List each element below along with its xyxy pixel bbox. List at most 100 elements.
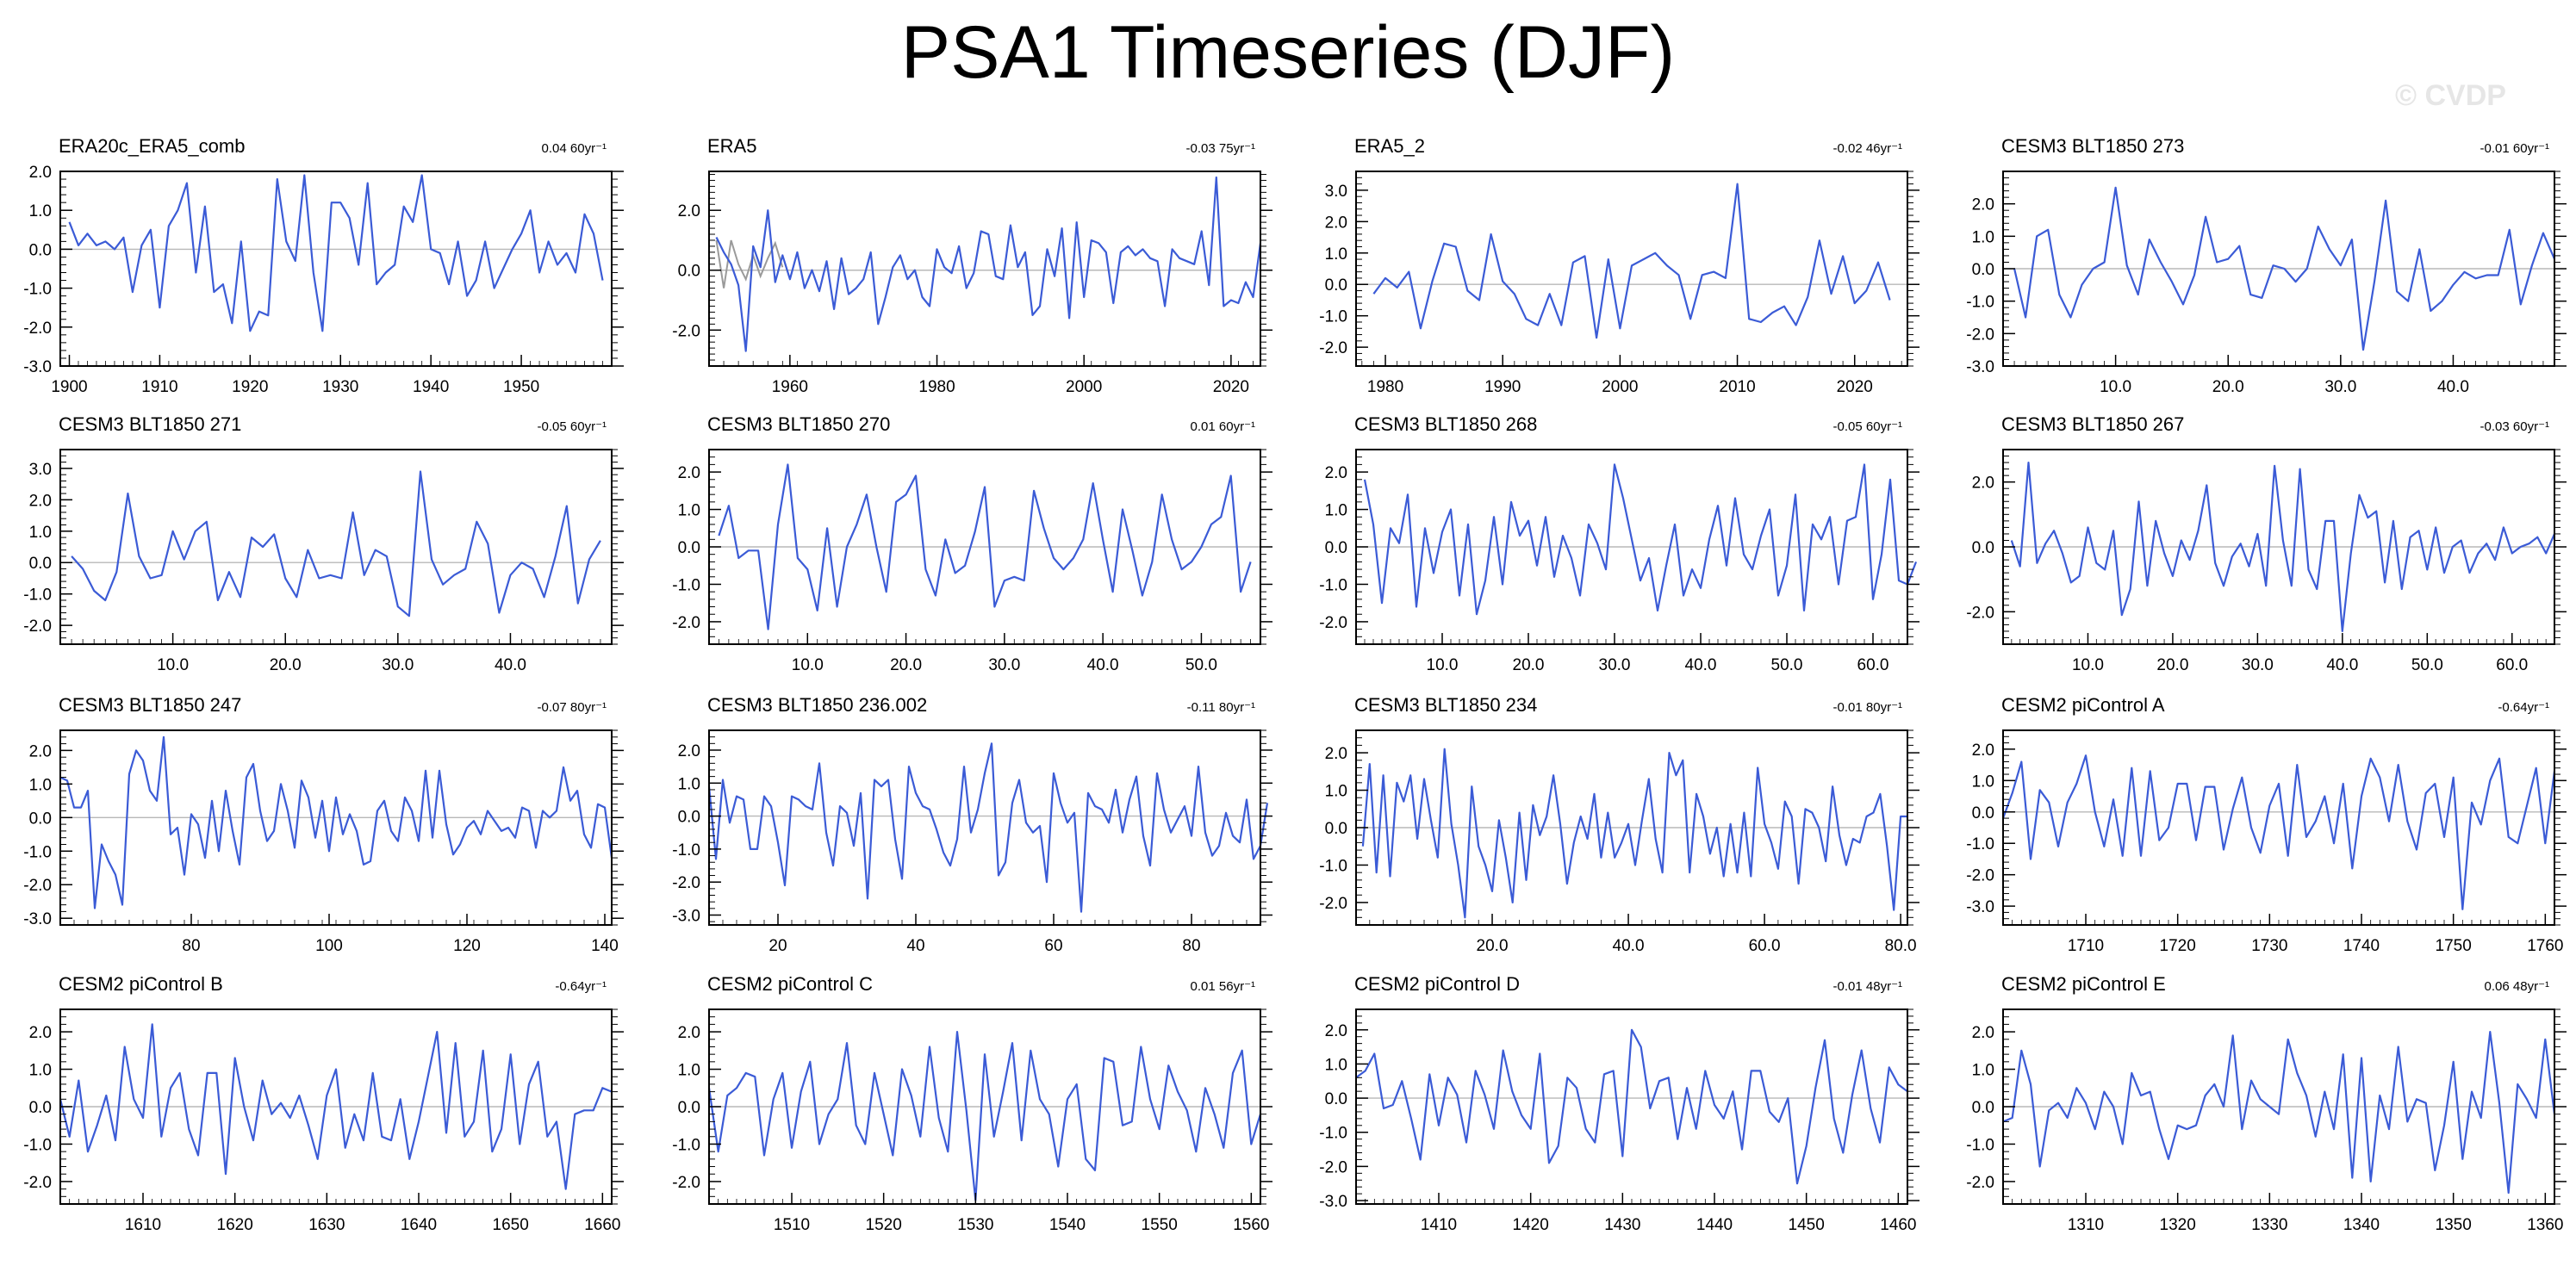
y-tick-label: 1.0 (1972, 773, 1994, 791)
y-tick-label: 0.0 (678, 539, 700, 557)
x-tick-label: 1980 (918, 378, 955, 396)
chart-panel-11: -2.0 -1.0 0.0 1.0 2.0 20.0 40.0 60.0 80.0 CESM3 B… (1319, 694, 1920, 955)
trend-label: -0.03 60yr⁻¹ (2480, 419, 2549, 434)
series-line (2013, 186, 2556, 351)
x-tick-label: 10.0 (2100, 378, 2131, 396)
series-line (2002, 1030, 2556, 1195)
x-tick-label: 40.0 (2326, 656, 2358, 674)
series-line (59, 1023, 613, 1190)
x-tick-label: 1630 (308, 1216, 345, 1234)
x-tick-label: 30.0 (382, 656, 414, 674)
y-tick-label: 1.0 (678, 775, 700, 793)
x-tick-label: 1460 (1880, 1216, 1916, 1234)
chart-panel-5: -2.0 -1.0 0.0 1.0 2.0 3.0 10.0 20.0 30.0 40.0 CESM… (23, 413, 624, 674)
y-tick-label: -2.0 (1966, 604, 1994, 622)
y-tick-label: 2.0 (1972, 742, 1994, 760)
y-tick-label: 0.0 (678, 263, 700, 281)
panel-title: ERA20c_ERA5_comb (59, 135, 245, 157)
y-tick-label: 2.0 (29, 164, 52, 182)
trend-label: 0.01 60yr⁻¹ (1191, 419, 1255, 434)
y-tick-label: 1.0 (1325, 245, 1347, 264)
x-tick-label: 1550 (1142, 1216, 1178, 1234)
x-tick-label: 1980 (1367, 378, 1403, 396)
x-tick-label: 30.0 (988, 656, 1020, 674)
series-line (68, 174, 604, 332)
y-tick-label: 2.0 (29, 492, 52, 510)
x-tick-label: 1660 (584, 1216, 620, 1234)
panel-title: CESM2 piControl B (59, 973, 223, 995)
y-tick-label: 2.0 (1325, 1022, 1347, 1040)
x-tick-label: 2020 (1213, 378, 1249, 396)
chart-panel-16: -2.0 -1.0 0.0 1.0 2.0 1310 1320 1330 1340 1350 136… (1966, 973, 2567, 1234)
x-tick-label: 60.0 (2496, 656, 2528, 674)
x-tick-label: 60.0 (1749, 937, 1781, 955)
x-tick-label: 1640 (401, 1216, 437, 1234)
x-tick-label: 1320 (2160, 1216, 2196, 1234)
x-tick-label: 1990 (1484, 378, 1521, 396)
x-tick-label: 1430 (1604, 1216, 1640, 1234)
x-tick-label: 30.0 (1599, 656, 1631, 674)
trend-label: -0.01 60yr⁻¹ (2480, 141, 2549, 156)
x-tick-label: 1410 (1421, 1216, 1457, 1234)
x-tick-label: 20.0 (270, 656, 302, 674)
x-tick-label: 2000 (1066, 378, 1102, 396)
y-tick-label: 0.0 (29, 241, 52, 259)
series-line (1361, 748, 1907, 919)
x-tick-label: 1950 (503, 378, 539, 396)
y-tick-label: -3.0 (23, 358, 52, 376)
y-tick-label: 1.0 (1325, 502, 1347, 520)
y-tick-label: 1.0 (29, 776, 52, 794)
watermark: © CVDP (2395, 79, 2506, 112)
x-tick-label: 1650 (493, 1216, 529, 1234)
y-tick-label: -1.0 (1966, 1136, 1994, 1154)
y-tick-label: 2.0 (29, 742, 52, 760)
y-tick-label: 2.0 (1325, 464, 1347, 482)
panel-title: CESM2 piControl A (2001, 694, 2165, 716)
x-tick-label: 2000 (1602, 378, 1638, 396)
panel-title: CESM2 piControl D (1354, 973, 1520, 995)
x-tick-label: 1940 (413, 378, 449, 396)
y-tick-label: -3.0 (1966, 358, 1994, 376)
x-tick-label: 1310 (2068, 1216, 2104, 1234)
series-line (1363, 463, 1918, 616)
x-tick-label: 30.0 (2242, 656, 2274, 674)
y-tick-label: -1.0 (1319, 576, 1347, 594)
y-tick-label: -1.0 (23, 281, 52, 299)
chart-panel-8: -2.0 0.0 2.0 10.0 20.0 30.0 40.0 50.0 60.0 CESM3 … (1966, 413, 2567, 674)
y-tick-label: -2.0 (23, 1174, 52, 1192)
x-tick-label: 1920 (232, 378, 268, 396)
x-tick-label: 20.0 (890, 656, 922, 674)
x-tick-label: 40 (906, 937, 924, 955)
trend-label: -0.05 60yr⁻¹ (538, 419, 607, 434)
y-tick-label: -3.0 (1319, 1193, 1347, 1211)
y-tick-label: 1.0 (29, 202, 52, 220)
y-tick-label: -2.0 (672, 614, 700, 632)
plot-frame (708, 171, 1261, 367)
y-tick-label: 2.0 (678, 742, 700, 760)
panel-title: ERA5 (707, 135, 756, 157)
y-tick-label: 1.0 (1972, 228, 1994, 246)
x-tick-label: 1360 (2527, 1216, 2563, 1234)
trend-label: -0.64yr⁻¹ (2498, 700, 2549, 715)
series-line (71, 470, 601, 617)
x-tick-label: 120 (453, 937, 481, 955)
trend-label: -0.01 80yr⁻¹ (1833, 700, 1902, 715)
x-tick-label: 40.0 (1613, 937, 1645, 955)
y-tick-label: -1.0 (23, 586, 52, 605)
y-tick-label: 1.0 (1325, 1056, 1347, 1074)
x-tick-label: 100 (315, 937, 343, 955)
y-tick-label: -1.0 (23, 843, 52, 861)
y-tick-label: -2.0 (1966, 1174, 1994, 1192)
y-tick-label: 2.0 (678, 202, 700, 220)
x-tick-label: 10.0 (1427, 656, 1459, 674)
x-tick-label: 80 (1182, 937, 1200, 955)
y-tick-label: 0.0 (1972, 539, 1994, 557)
series-line (1372, 183, 1891, 339)
x-tick-label: 20.0 (2156, 656, 2188, 674)
x-tick-label: 50.0 (1185, 656, 1217, 674)
trend-label: -0.03 75yr⁻¹ (1186, 141, 1255, 156)
y-tick-label: 2.0 (1972, 475, 1994, 493)
chart-panel-1: -3.0 -2.0 -1.0 0.0 1.0 2.0 1900 1910 1920 1930 194… (23, 135, 624, 396)
x-tick-label: 1420 (1513, 1216, 1549, 1234)
x-tick-label: 1540 (1049, 1216, 1086, 1234)
